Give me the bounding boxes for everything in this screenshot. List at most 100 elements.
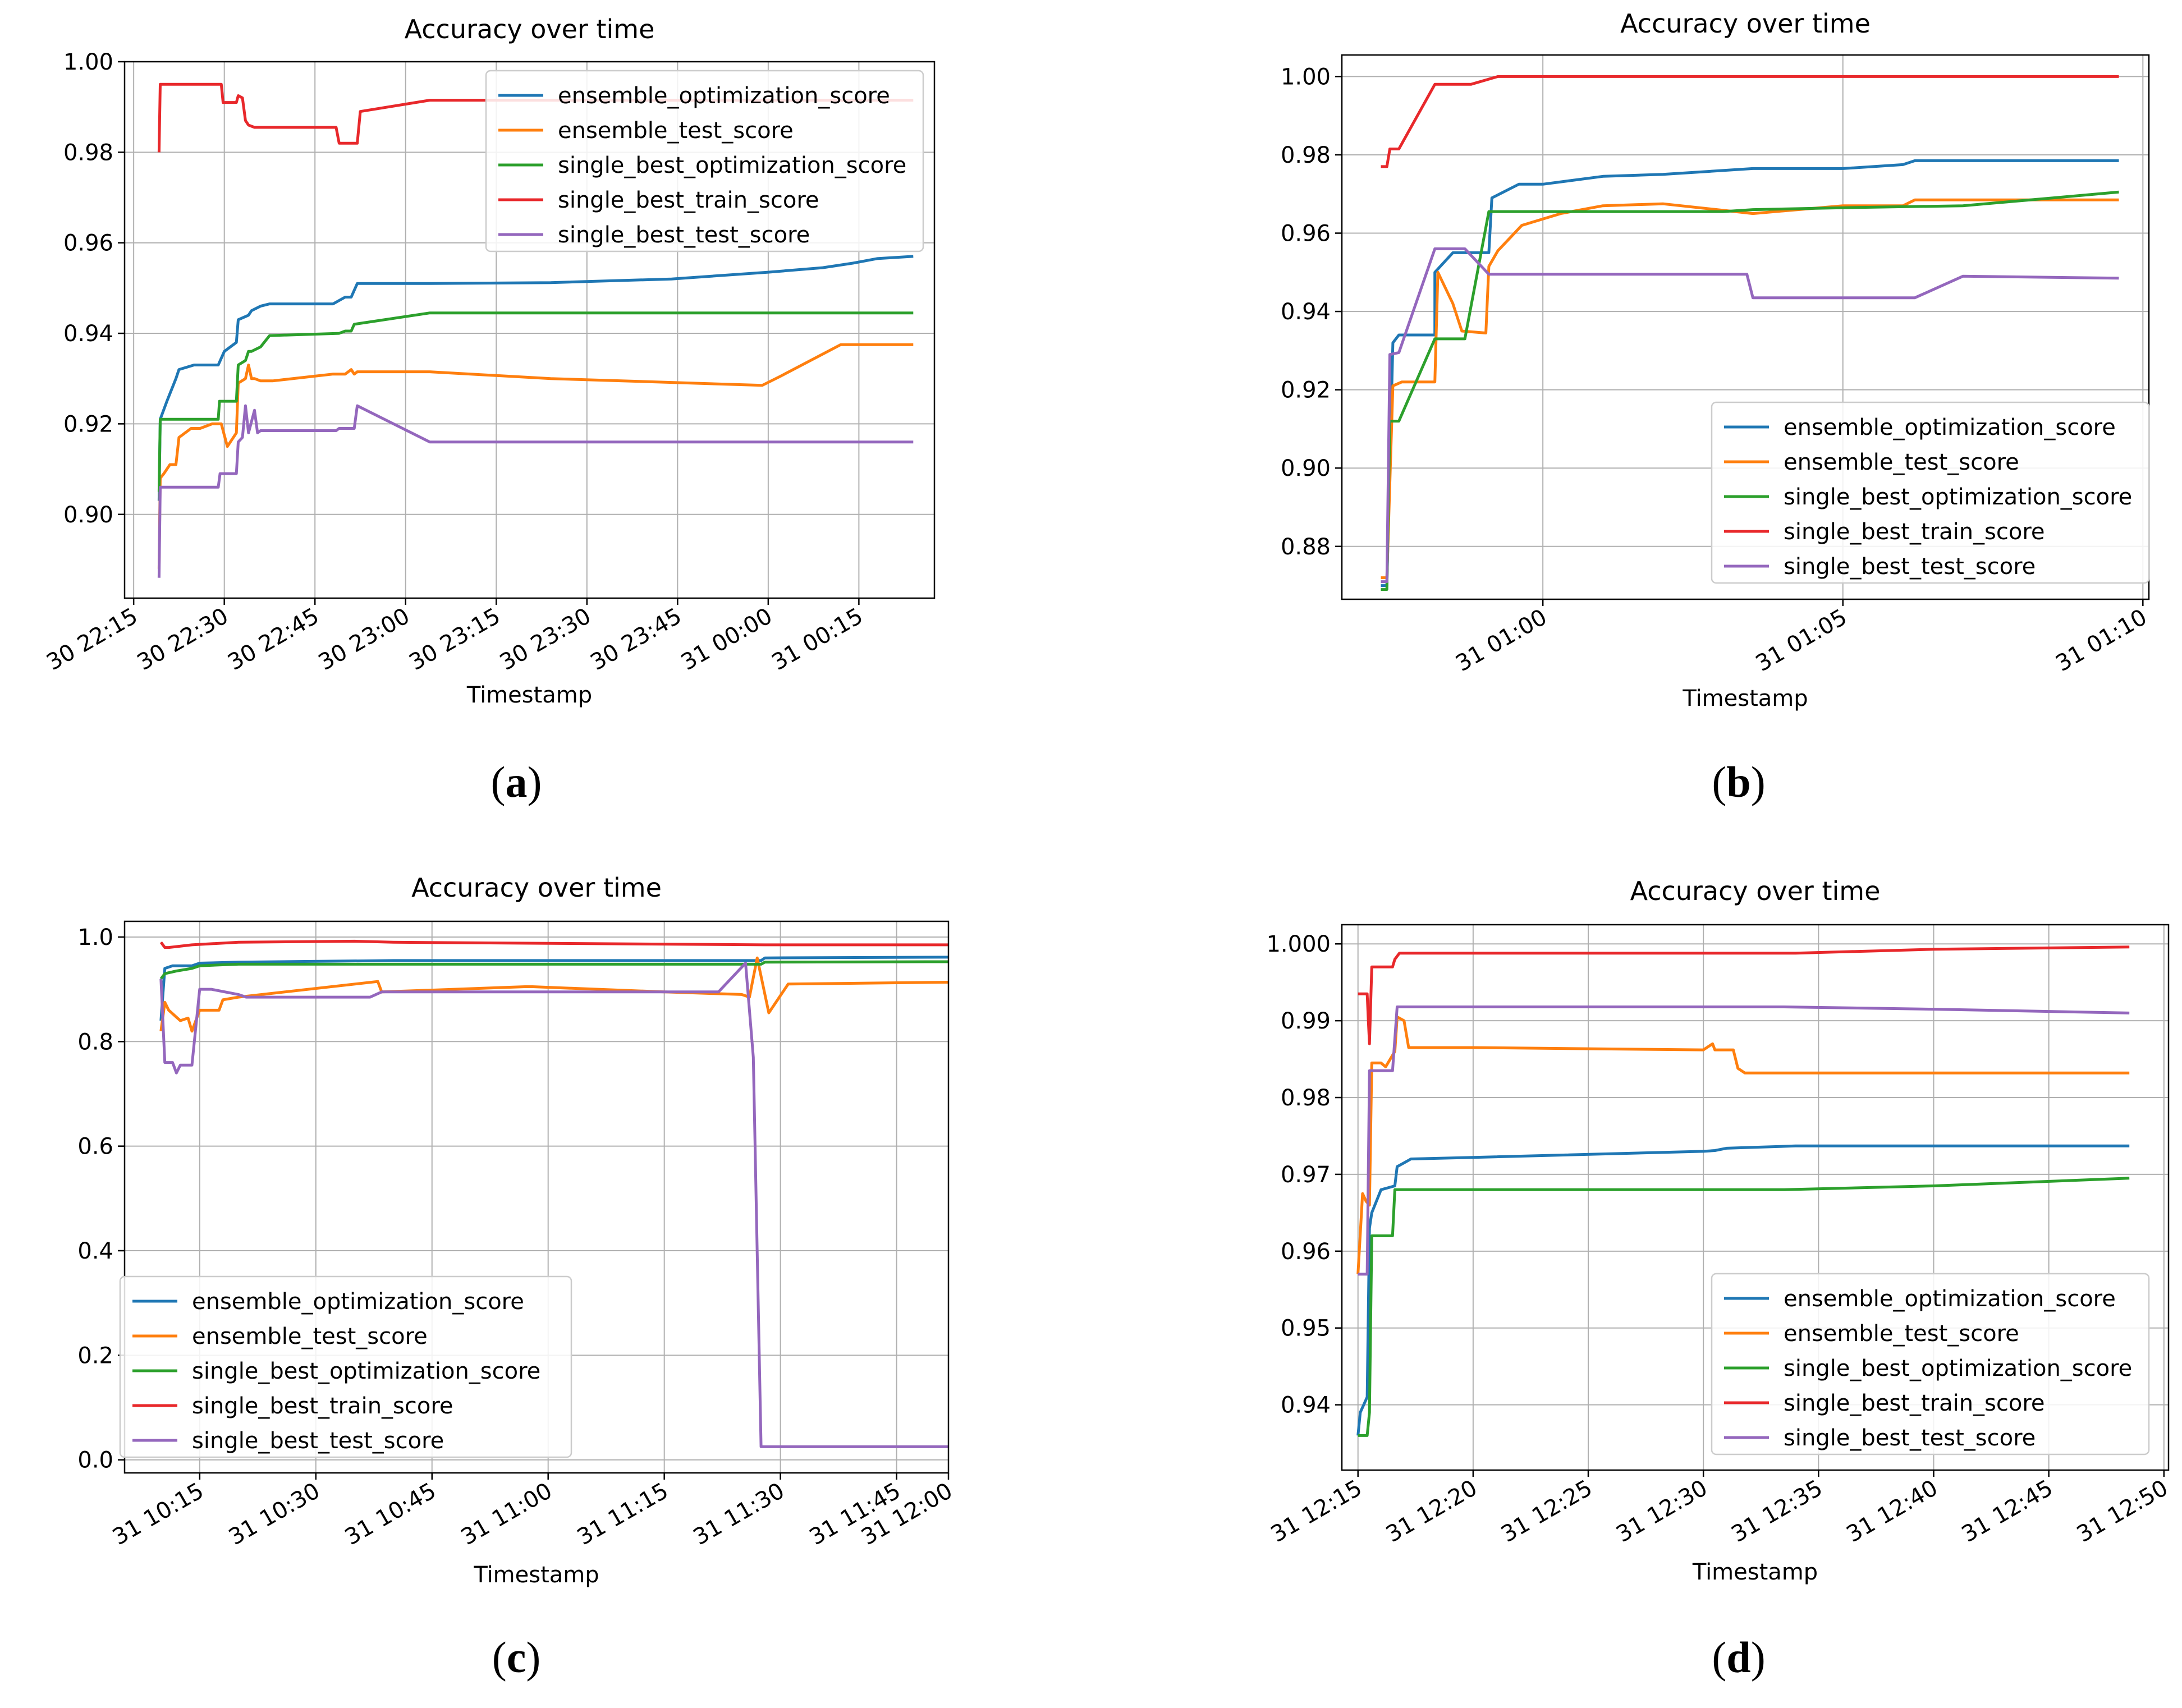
x-tick-label: 31 01:05 xyxy=(1752,604,1851,677)
chart-panel-c: 0.0 0.2 0.4 0.6 0.8 1.0 31 10:15 31 10:30 31 10:… xyxy=(77,873,957,1682)
x-tick-label: 30 22:15 xyxy=(42,603,142,676)
x-tick-label: 31 12:50 xyxy=(2073,1475,2172,1548)
series-line-ensemble_optimization_score xyxy=(1381,159,2119,587)
x-tick-label: 30 23:45 xyxy=(586,603,686,676)
y-tick-label: 0.94 xyxy=(1281,299,1331,325)
axes-frame xyxy=(123,920,950,1474)
x-tick-label: 31 12:25 xyxy=(1497,1475,1597,1548)
panel-caption: (b) xyxy=(1712,757,1765,806)
legend-entry: single_best_train_score xyxy=(192,1393,453,1419)
legend-entry: single_best_train_score xyxy=(558,187,819,213)
x-tick-label: 31 12:20 xyxy=(1382,1475,1482,1548)
legend-entry: ensemble_test_score xyxy=(1784,449,2019,475)
legend-entry: single_best_test_score xyxy=(192,1428,444,1454)
x-axis-label: Timestamp xyxy=(466,682,592,708)
axes-frame xyxy=(1341,924,2170,1471)
legend-frame xyxy=(485,70,924,252)
series-group xyxy=(159,939,948,1448)
x-axis-label: Timestamp xyxy=(473,1562,599,1588)
chart-title: Accuracy over time xyxy=(1630,876,1881,906)
series-line-single_best_optimization_score xyxy=(159,960,948,980)
series-line-single_best_optimization_score xyxy=(1381,190,2119,591)
series-line-ensemble_optimization_score xyxy=(157,255,914,501)
caption-close-paren: ) xyxy=(526,1633,540,1682)
series-line-ensemble_optimization_score xyxy=(1356,1144,2130,1436)
y-tick-label: 0.92 xyxy=(63,411,113,437)
series-line-single_best_test_score xyxy=(1358,1005,2130,1276)
x-tick-label: 31 01:00 xyxy=(1451,604,1551,677)
legend-entry: ensemble_optimization_score xyxy=(192,1289,524,1315)
axes-frame xyxy=(1341,54,2150,600)
legend-entry: ensemble_optimization_score xyxy=(1784,415,2116,440)
legend-entry: ensemble_test_score xyxy=(192,1324,428,1349)
legend-entry: ensemble_optimization_score xyxy=(1784,1286,2116,1312)
y-tick-label: 1.00 xyxy=(63,49,113,75)
series-line-single_best_test_score xyxy=(1381,247,2119,584)
y-tick-label: 0.6 xyxy=(77,1134,113,1160)
chart-title: Accuracy over time xyxy=(411,873,662,903)
y-tick-label: 0.90 xyxy=(1281,456,1331,481)
legend: ensemble_optimization_score ensemble_test… xyxy=(1711,1273,2150,1456)
panel-caption: (c) xyxy=(492,1633,541,1682)
panel-caption: (a) xyxy=(491,757,542,806)
legend-entry: single_best_optimization_score xyxy=(1784,484,2132,510)
legend: ensemble_optimization_score ensemble_test… xyxy=(119,1275,572,1458)
series-line-ensemble_test_score xyxy=(157,343,914,569)
panel-caption: (d) xyxy=(1712,1633,1765,1682)
series-group xyxy=(1356,945,2130,1437)
y-tick-label: 0.90 xyxy=(63,502,113,528)
grid xyxy=(125,921,948,1473)
x-tick-label: 31 00:15 xyxy=(767,603,867,676)
legend-entry: ensemble_optimization_score xyxy=(558,83,890,109)
legend-entry: single_best_test_score xyxy=(1784,554,2036,580)
x-tick-label: 30 22:30 xyxy=(133,603,233,676)
legend-entry: single_best_optimization_score xyxy=(558,153,906,178)
y-tick-label: 0.98 xyxy=(1281,1085,1331,1111)
x-tick-label: 30 23:00 xyxy=(314,603,414,676)
caption-open-paren: ( xyxy=(491,757,506,806)
caption-close-paren: ) xyxy=(1751,757,1766,806)
grid xyxy=(1342,925,2169,1470)
x-tick-label: 31 12:30 xyxy=(1612,1475,1712,1548)
y-tick-label: 0.95 xyxy=(1281,1316,1331,1342)
series-line-ensemble_test_score xyxy=(159,956,948,1033)
series-group xyxy=(1381,75,2119,591)
legend: ensemble_optimization_score ensemble_test… xyxy=(485,70,924,252)
y-tick-label: 1.0 xyxy=(77,925,113,951)
legend-entry: single_best_optimization_score xyxy=(1784,1356,2132,1381)
series-group xyxy=(157,82,914,578)
axes-frame xyxy=(123,61,936,599)
legend-entry: single_best_train_score xyxy=(1784,1390,2045,1416)
x-tick-label: 30 22:45 xyxy=(223,603,323,676)
caption-close-paren: ) xyxy=(1751,1633,1766,1682)
y-tick-label: 0.98 xyxy=(1281,143,1331,168)
x-tick-label: 31 11:00 xyxy=(457,1478,557,1550)
x-tick-label: 31 10:30 xyxy=(224,1478,324,1550)
series-line-single_best_test_score xyxy=(159,962,948,1448)
caption-open-paren: ( xyxy=(492,1633,507,1682)
y-tick-label: 1.00 xyxy=(1281,64,1331,90)
y-tick-label: 0.96 xyxy=(1281,221,1331,247)
chart-panel-b: 0.88 0.90 0.92 0.94 0.96 0.98 1.00 31 01:00 31 0… xyxy=(1281,8,2151,806)
legend-frame xyxy=(1711,401,2150,584)
legend-entry: single_best_optimization_score xyxy=(192,1358,540,1384)
series-line-single_best_train_score xyxy=(157,82,914,153)
legend-entry: single_best_test_score xyxy=(1784,1425,2036,1451)
legend-entry: single_best_train_score xyxy=(1784,519,2045,545)
caption-letter: d xyxy=(1726,1633,1750,1682)
y-tick-label: 0.92 xyxy=(1281,378,1331,403)
legend-frame xyxy=(119,1275,572,1458)
series-line-ensemble_test_score xyxy=(1356,1015,2130,1275)
chart-title: Accuracy over time xyxy=(405,14,655,44)
legend-frame xyxy=(1711,1273,2150,1456)
y-tick-label: 0.98 xyxy=(63,140,113,166)
series-line-single_best_train_score xyxy=(159,939,948,949)
y-tick-label: 0.94 xyxy=(1281,1393,1331,1418)
x-tick-label: 31 12:45 xyxy=(1958,1475,2057,1548)
x-tick-label: 31 12:40 xyxy=(1842,1475,1942,1548)
y-tick-label: 1.000 xyxy=(1266,931,1331,957)
x-tick-label: 31 01:10 xyxy=(2051,604,2151,677)
y-tick-label: 0.99 xyxy=(1281,1008,1331,1034)
